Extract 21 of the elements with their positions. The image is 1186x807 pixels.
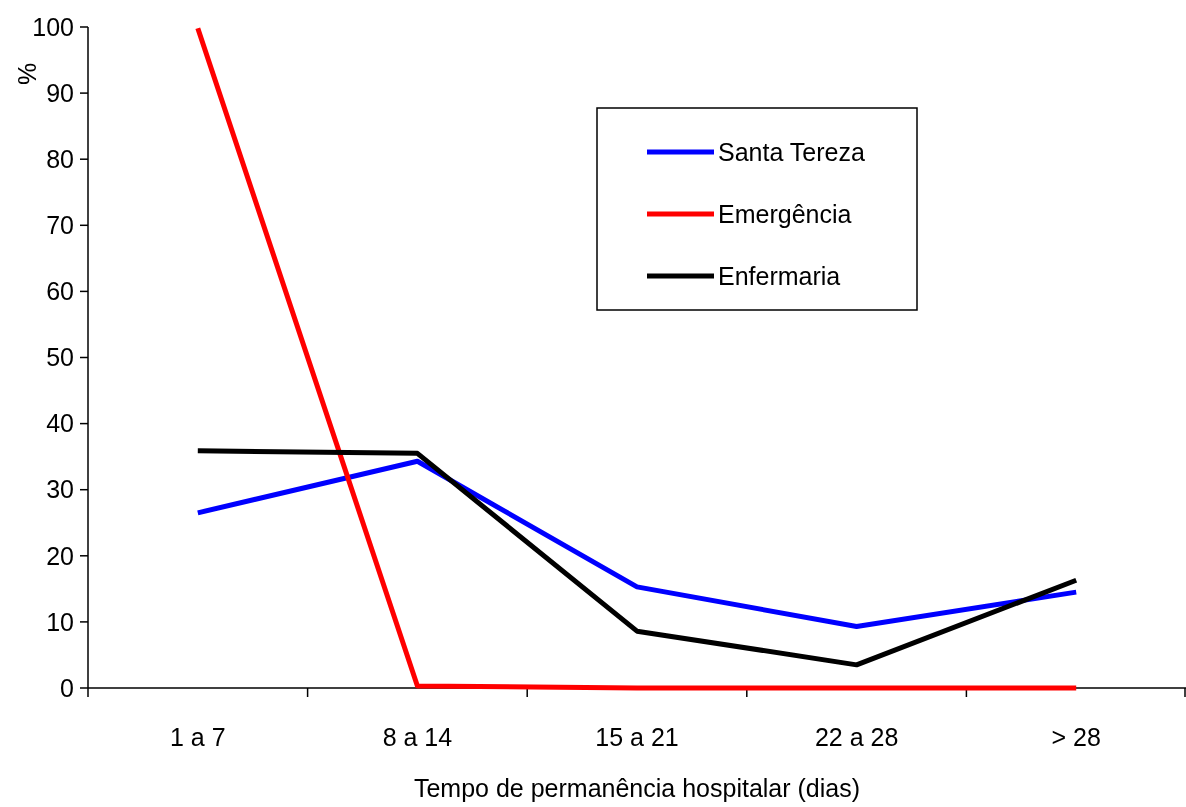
x-axis-title: Tempo de permanência hospitalar (dias) xyxy=(413,774,861,802)
y-tick-label: 70 xyxy=(46,211,74,240)
y-tick-label: 30 xyxy=(46,475,74,504)
y-tick-label: 10 xyxy=(46,607,74,636)
y-tick-label: 80 xyxy=(46,144,74,173)
legend-label: Emergência xyxy=(718,199,852,228)
y-tick-label: 0 xyxy=(60,673,74,702)
x-tick-label: 22 a 28 xyxy=(814,723,899,751)
y-tick-label: 90 xyxy=(46,78,74,107)
x-tick-label: 15 a 21 xyxy=(595,723,679,751)
y-tick-label: 20 xyxy=(46,541,74,570)
legend-label: Enfermaria xyxy=(718,261,841,290)
x-tick-label: 8 a 14 xyxy=(382,723,453,751)
y-tick-label: 60 xyxy=(46,277,74,306)
x-tick-label: > 28 xyxy=(1051,723,1101,751)
y-tick-label: 50 xyxy=(46,343,74,372)
legend-label: Santa Tereza xyxy=(718,137,865,166)
y-axis-title: % xyxy=(13,62,41,86)
x-tick-label: 1 a 7 xyxy=(170,723,226,751)
y-tick-label: 100 xyxy=(32,12,74,41)
y-tick-label: 40 xyxy=(46,409,74,438)
